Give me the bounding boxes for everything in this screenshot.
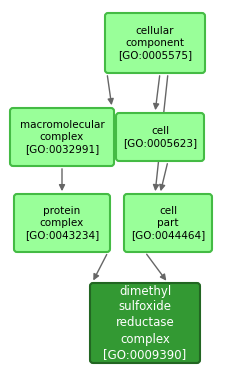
Text: cell
part
[GO:0044464]: cell part [GO:0044464] — [131, 206, 205, 240]
Text: macromolecular
complex
[GO:0032991]: macromolecular complex [GO:0032991] — [20, 120, 104, 154]
Text: cell
[GO:0005623]: cell [GO:0005623] — [123, 126, 197, 148]
FancyBboxPatch shape — [10, 108, 114, 166]
FancyBboxPatch shape — [105, 13, 205, 73]
Text: dimethyl
sulfoxide
reductase
complex
[GO:0009390]: dimethyl sulfoxide reductase complex [GO… — [103, 285, 187, 362]
FancyBboxPatch shape — [90, 283, 200, 363]
Text: cellular
component
[GO:0005575]: cellular component [GO:0005575] — [118, 26, 192, 60]
FancyBboxPatch shape — [14, 194, 110, 252]
Text: protein
complex
[GO:0043234]: protein complex [GO:0043234] — [25, 206, 99, 240]
FancyBboxPatch shape — [124, 194, 212, 252]
FancyBboxPatch shape — [116, 113, 204, 161]
